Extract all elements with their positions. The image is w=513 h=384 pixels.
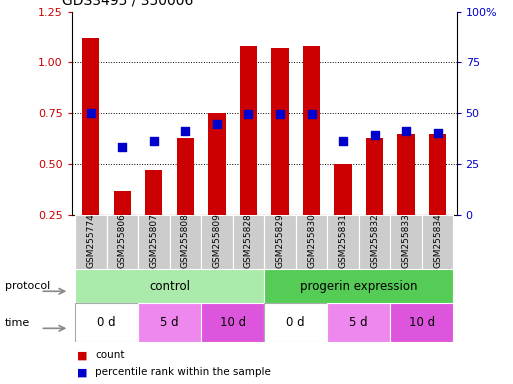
Bar — [113, 190, 131, 215]
Point — [213, 121, 221, 127]
Bar — [271, 48, 289, 215]
Bar — [398, 134, 415, 215]
Bar — [327, 303, 390, 342]
Bar — [170, 215, 201, 269]
Bar — [107, 215, 138, 269]
Bar — [82, 38, 100, 215]
Point — [339, 138, 347, 144]
Point — [150, 138, 158, 144]
Text: protocol: protocol — [5, 281, 50, 291]
Text: GSM255833: GSM255833 — [402, 214, 410, 268]
Bar — [390, 215, 422, 269]
Bar — [422, 215, 453, 269]
Point — [87, 110, 95, 116]
Bar — [75, 269, 264, 303]
Bar — [390, 303, 453, 342]
Bar — [240, 46, 257, 215]
Bar — [201, 215, 233, 269]
Point — [276, 111, 284, 118]
Text: 0 d: 0 d — [97, 316, 116, 329]
Bar — [264, 303, 327, 342]
Text: progerin expression: progerin expression — [300, 280, 418, 293]
Text: GSM255774: GSM255774 — [86, 214, 95, 268]
Bar — [201, 303, 264, 342]
Bar — [208, 113, 226, 215]
Bar — [138, 303, 201, 342]
Text: GSM255831: GSM255831 — [339, 214, 347, 268]
Bar — [334, 164, 352, 215]
Point — [181, 127, 189, 134]
Bar — [295, 215, 327, 269]
Text: 0 d: 0 d — [286, 316, 305, 329]
Text: GSM255808: GSM255808 — [181, 214, 190, 268]
Bar — [429, 134, 446, 215]
Bar — [303, 46, 320, 215]
Bar — [366, 138, 383, 215]
Bar — [75, 215, 107, 269]
Text: ■: ■ — [77, 367, 87, 377]
Point — [307, 111, 315, 118]
Bar — [264, 269, 453, 303]
Text: ■: ■ — [77, 350, 87, 360]
Text: GSM255829: GSM255829 — [275, 214, 285, 268]
Bar — [359, 215, 390, 269]
Text: 5 d: 5 d — [349, 316, 368, 329]
Text: GSM255828: GSM255828 — [244, 214, 253, 268]
Bar — [145, 170, 163, 215]
Bar — [233, 215, 264, 269]
Point — [370, 132, 379, 138]
Bar — [176, 138, 194, 215]
Text: GSM255806: GSM255806 — [118, 214, 127, 268]
Text: control: control — [149, 280, 190, 293]
Text: time: time — [5, 318, 30, 328]
Bar — [327, 215, 359, 269]
Point — [402, 127, 410, 134]
Text: GSM255809: GSM255809 — [212, 214, 222, 268]
Text: 10 d: 10 d — [220, 316, 246, 329]
Text: 5 d: 5 d — [160, 316, 179, 329]
Text: count: count — [95, 350, 125, 360]
Bar — [75, 303, 138, 342]
Point — [244, 111, 252, 118]
Point — [118, 144, 126, 150]
Text: GSM255830: GSM255830 — [307, 214, 316, 268]
Bar — [264, 215, 295, 269]
Text: percentile rank within the sample: percentile rank within the sample — [95, 367, 271, 377]
Point — [433, 129, 442, 136]
Bar — [138, 215, 170, 269]
Text: GSM255832: GSM255832 — [370, 214, 379, 268]
Text: 10 d: 10 d — [409, 316, 435, 329]
Text: GSM255807: GSM255807 — [149, 214, 159, 268]
Text: GSM255834: GSM255834 — [433, 214, 442, 268]
Text: GDS3495 / 350006: GDS3495 / 350006 — [62, 0, 193, 8]
